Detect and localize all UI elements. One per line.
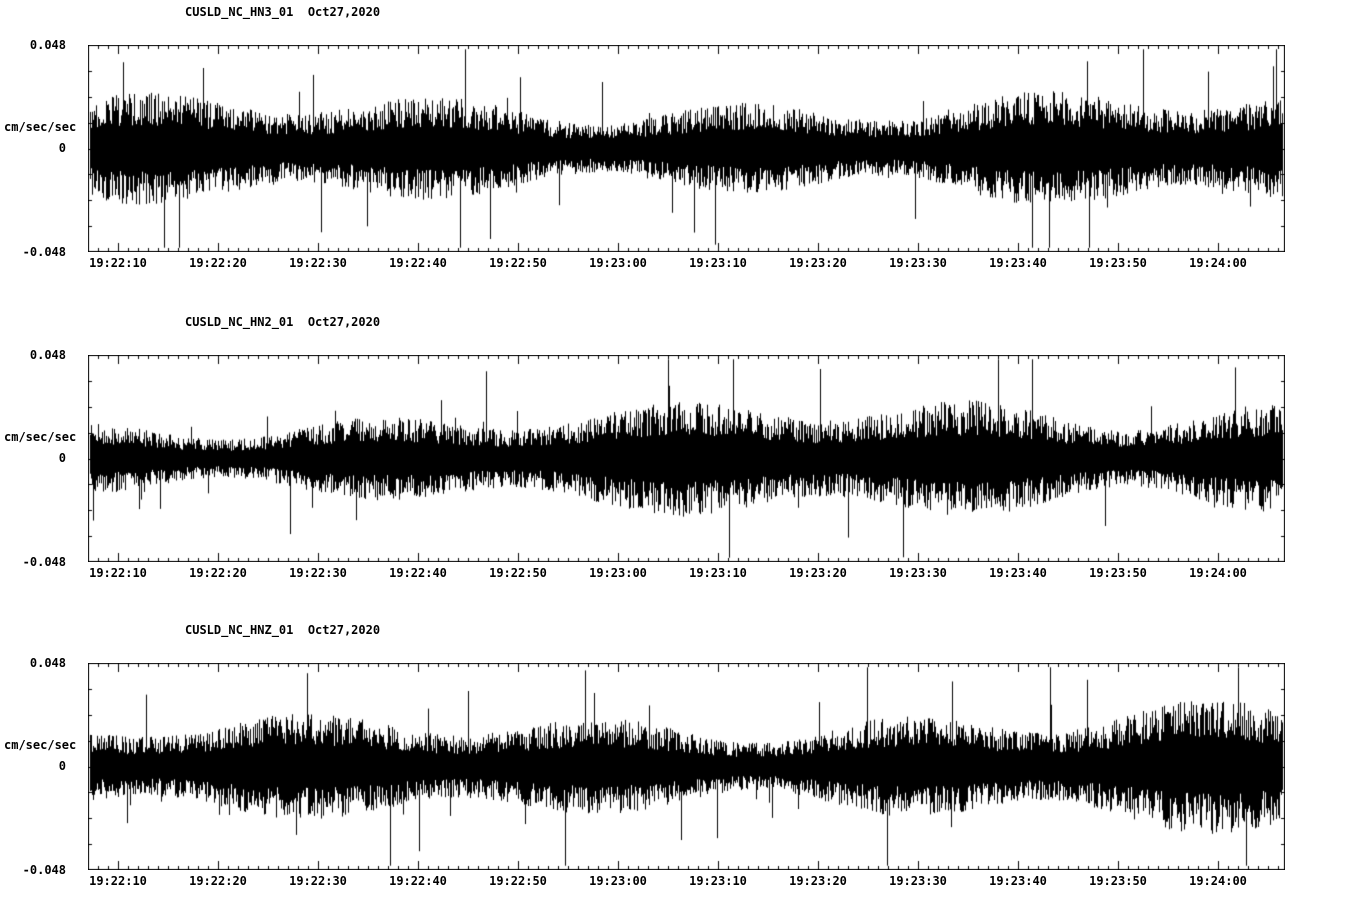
x-tick-label: 19:23:30 <box>889 256 947 270</box>
y-tick-label-zero: 0 <box>58 451 66 465</box>
y-axis-label: cm/sec/sec <box>4 430 77 444</box>
x-tick-label: 19:23:10 <box>689 256 747 270</box>
x-tick-label: 19:24:00 <box>1189 874 1247 888</box>
x-tick-label: 19:23:50 <box>1089 566 1147 580</box>
y-axis-label: cm/sec/sec <box>4 738 77 752</box>
x-tick-label: 19:22:10 <box>89 256 147 270</box>
y-tick-label-zero: 0 <box>58 141 66 155</box>
waveform-canvas <box>88 663 1285 870</box>
x-tick-label: 19:22:30 <box>289 256 347 270</box>
x-tick-label: 19:23:40 <box>989 566 1047 580</box>
y-tick-label-min: -0.048 <box>22 863 66 877</box>
x-axis-labels: 19:22:10 19:22:20 19:22:30 19:22:40 19:22:50… <box>0 566 1358 582</box>
x-tick-label: 19:23:30 <box>889 566 947 580</box>
y-tick-label-zero: 0 <box>58 759 66 773</box>
x-tick-label: 19:22:50 <box>489 874 547 888</box>
waveform-canvas <box>88 45 1285 252</box>
x-tick-label: 19:22:30 <box>289 874 347 888</box>
x-tick-label: 19:22:10 <box>89 874 147 888</box>
x-tick-label: 19:22:20 <box>189 874 247 888</box>
x-tick-label: 19:23:20 <box>789 566 847 580</box>
x-tick-label: 19:22:10 <box>89 566 147 580</box>
x-tick-label: 19:23:40 <box>989 256 1047 270</box>
seismogram-panel-hn3: CUSLD_NC_HN3_01 Oct27,2020 0.048 cm/sec/… <box>0 0 1358 300</box>
y-tick-label-min: -0.048 <box>22 245 66 259</box>
panel-title: CUSLD_NC_HNZ_01 Oct27,2020 <box>185 623 381 637</box>
y-tick-label-max: 0.048 <box>29 38 66 52</box>
x-axis-labels: 19:22:10 19:22:20 19:22:30 19:22:40 19:22:50… <box>0 874 1358 890</box>
x-tick-label: 19:22:40 <box>389 256 447 270</box>
x-tick-label: 19:22:50 <box>489 566 547 580</box>
x-tick-label: 19:22:40 <box>389 874 447 888</box>
x-tick-label: 19:24:00 <box>1189 256 1247 270</box>
waveform-canvas <box>88 355 1285 562</box>
x-tick-label: 19:23:00 <box>589 256 647 270</box>
seismogram-panel-hn2: CUSLD_NC_HN2_01 Oct27,2020 0.048 cm/sec/… <box>0 310 1358 610</box>
x-tick-label: 19:23:40 <box>989 874 1047 888</box>
x-tick-label: 19:23:50 <box>1089 874 1147 888</box>
x-tick-label: 19:22:30 <box>289 566 347 580</box>
x-tick-label: 19:22:40 <box>389 566 447 580</box>
x-tick-label: 19:23:00 <box>589 874 647 888</box>
x-tick-label: 19:23:30 <box>889 874 947 888</box>
y-tick-label-max: 0.048 <box>29 348 66 362</box>
x-tick-label: 19:24:00 <box>1189 566 1247 580</box>
x-tick-label: 19:22:20 <box>189 256 247 270</box>
x-tick-label: 19:23:00 <box>589 566 647 580</box>
panel-title: CUSLD_NC_HN2_01 Oct27,2020 <box>185 315 381 329</box>
y-axis-label: cm/sec/sec <box>4 120 77 134</box>
x-axis-labels: 19:22:10 19:22:20 19:22:30 19:22:40 19:22:50… <box>0 256 1358 272</box>
x-tick-label: 19:23:10 <box>689 566 747 580</box>
y-tick-label-max: 0.048 <box>29 656 66 670</box>
x-tick-label: 19:23:20 <box>789 256 847 270</box>
x-tick-label: 19:22:20 <box>189 566 247 580</box>
panel-title: CUSLD_NC_HN3_01 Oct27,2020 <box>185 5 381 19</box>
x-tick-label: 19:23:10 <box>689 874 747 888</box>
y-tick-label-min: -0.048 <box>22 555 66 569</box>
x-tick-label: 19:23:50 <box>1089 256 1147 270</box>
x-tick-label: 19:22:50 <box>489 256 547 270</box>
x-tick-label: 19:23:20 <box>789 874 847 888</box>
seismogram-panel-hnz: CUSLD_NC_HNZ_01 Oct27,2020 0.048 cm/sec/… <box>0 618 1358 918</box>
